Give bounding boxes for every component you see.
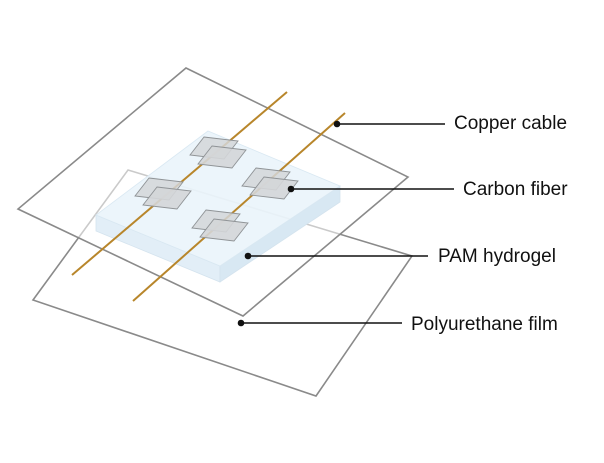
label-pam-hydrogel: PAM hydrogel	[438, 246, 556, 267]
carbon-fiber-pad-right	[241, 167, 299, 200]
pam-hydrogel-slab	[95, 130, 341, 283]
leader-dot-copper-cable	[333, 120, 341, 128]
leader-dot-carbon-fiber	[287, 185, 295, 193]
label-carbon-fiber: Carbon fiber	[463, 179, 568, 200]
carbon-fiber-pads	[134, 136, 299, 242]
leader-lines	[237, 120, 454, 327]
label-polyurethane-film: Polyurethane film	[411, 314, 558, 335]
leader-dot-pam-hydrogel	[244, 252, 252, 260]
hydrogel-top-face	[95, 130, 341, 267]
copper-cable-right	[132, 112, 346, 302]
carbon-fiber-sheet	[142, 186, 192, 210]
carbon-fiber-sheet	[199, 218, 249, 242]
carbon-fiber-sheet	[197, 145, 247, 169]
label-copper-cable: Copper cable	[454, 113, 568, 134]
carbon-fiber-pad-bottom	[191, 209, 249, 242]
carbon-fiber-pad-top	[189, 136, 247, 169]
leader-dot-polyurethane-film	[237, 319, 245, 327]
carbon-fiber-sheet	[249, 176, 299, 200]
carbon-fiber-pad-left	[134, 177, 192, 210]
